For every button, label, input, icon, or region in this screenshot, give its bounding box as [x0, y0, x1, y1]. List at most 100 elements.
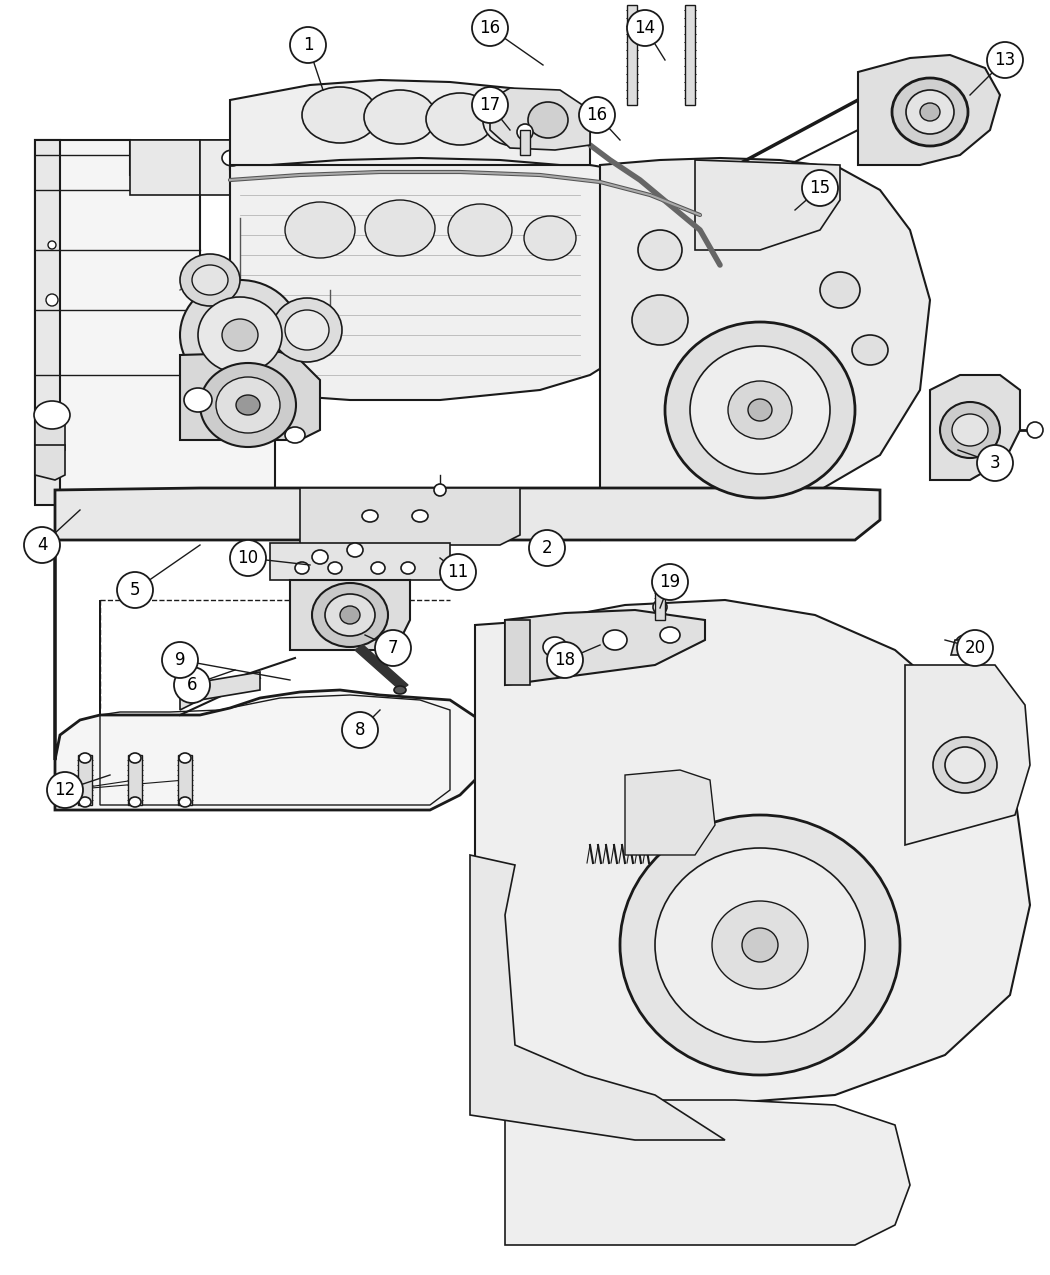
Ellipse shape: [362, 510, 378, 521]
Ellipse shape: [906, 91, 954, 134]
Ellipse shape: [198, 297, 282, 374]
Ellipse shape: [340, 606, 360, 623]
Text: 15: 15: [810, 179, 831, 198]
Ellipse shape: [892, 78, 968, 147]
Text: 14: 14: [634, 19, 655, 37]
Text: 16: 16: [587, 106, 608, 124]
Ellipse shape: [543, 638, 567, 657]
Circle shape: [117, 572, 153, 608]
Ellipse shape: [129, 797, 141, 807]
Polygon shape: [78, 755, 92, 805]
Ellipse shape: [200, 363, 296, 448]
Ellipse shape: [326, 594, 375, 636]
Ellipse shape: [129, 754, 141, 762]
Text: 8: 8: [355, 720, 365, 739]
Text: 2: 2: [542, 539, 552, 557]
Text: 11: 11: [447, 564, 468, 581]
Polygon shape: [505, 609, 705, 685]
Ellipse shape: [312, 583, 388, 646]
Ellipse shape: [312, 550, 328, 564]
Polygon shape: [520, 130, 530, 156]
Polygon shape: [600, 158, 930, 505]
Text: 13: 13: [994, 51, 1015, 69]
Text: 12: 12: [55, 782, 76, 799]
Ellipse shape: [434, 484, 446, 496]
Polygon shape: [35, 140, 275, 500]
Polygon shape: [930, 375, 1020, 479]
Ellipse shape: [638, 230, 682, 270]
Polygon shape: [505, 1095, 910, 1244]
Circle shape: [987, 42, 1023, 78]
Ellipse shape: [180, 254, 240, 306]
Ellipse shape: [920, 103, 940, 121]
Ellipse shape: [346, 543, 363, 557]
Ellipse shape: [328, 562, 342, 574]
Ellipse shape: [620, 815, 900, 1075]
Text: 20: 20: [965, 639, 986, 657]
Ellipse shape: [653, 601, 667, 615]
Polygon shape: [470, 856, 724, 1140]
Polygon shape: [695, 159, 840, 250]
Text: 10: 10: [237, 550, 258, 567]
Polygon shape: [180, 352, 320, 440]
Circle shape: [802, 170, 838, 207]
Polygon shape: [35, 445, 65, 479]
Ellipse shape: [483, 96, 547, 147]
Circle shape: [957, 630, 993, 666]
Ellipse shape: [748, 399, 772, 421]
Ellipse shape: [79, 754, 91, 762]
Text: 4: 4: [37, 536, 47, 555]
Ellipse shape: [852, 335, 888, 365]
Ellipse shape: [517, 124, 533, 140]
Polygon shape: [230, 164, 650, 400]
Ellipse shape: [940, 402, 1000, 458]
Ellipse shape: [632, 295, 688, 346]
Circle shape: [162, 643, 198, 678]
Polygon shape: [55, 544, 480, 810]
Polygon shape: [130, 140, 200, 195]
Circle shape: [290, 27, 326, 62]
Ellipse shape: [933, 737, 998, 793]
Text: 18: 18: [554, 652, 575, 669]
Ellipse shape: [528, 102, 568, 138]
Circle shape: [547, 643, 583, 678]
Ellipse shape: [364, 91, 436, 144]
Ellipse shape: [272, 298, 342, 362]
Text: 7: 7: [387, 639, 398, 657]
Ellipse shape: [655, 848, 865, 1042]
Ellipse shape: [79, 797, 91, 807]
Polygon shape: [685, 5, 695, 105]
Circle shape: [174, 667, 210, 703]
Ellipse shape: [285, 427, 304, 442]
Polygon shape: [270, 543, 450, 580]
Text: 6: 6: [187, 676, 197, 694]
Circle shape: [579, 97, 615, 133]
Ellipse shape: [426, 93, 493, 145]
Text: 9: 9: [174, 652, 185, 669]
Ellipse shape: [742, 928, 778, 963]
Ellipse shape: [302, 87, 378, 143]
Ellipse shape: [660, 627, 680, 643]
Polygon shape: [230, 80, 590, 164]
Circle shape: [342, 711, 378, 748]
Polygon shape: [178, 755, 192, 805]
Text: 5: 5: [130, 581, 141, 599]
Polygon shape: [35, 414, 65, 450]
Circle shape: [440, 555, 476, 590]
Ellipse shape: [371, 562, 385, 574]
Ellipse shape: [820, 272, 860, 309]
Polygon shape: [180, 672, 260, 710]
Ellipse shape: [285, 201, 355, 258]
Polygon shape: [290, 580, 410, 650]
Polygon shape: [128, 755, 142, 805]
Ellipse shape: [1027, 422, 1043, 439]
Circle shape: [472, 87, 508, 122]
Polygon shape: [627, 5, 637, 105]
Ellipse shape: [295, 562, 309, 574]
Ellipse shape: [952, 414, 988, 446]
Polygon shape: [200, 140, 275, 195]
Circle shape: [529, 530, 565, 566]
Polygon shape: [858, 55, 1000, 164]
Ellipse shape: [192, 265, 228, 295]
Ellipse shape: [222, 150, 242, 166]
